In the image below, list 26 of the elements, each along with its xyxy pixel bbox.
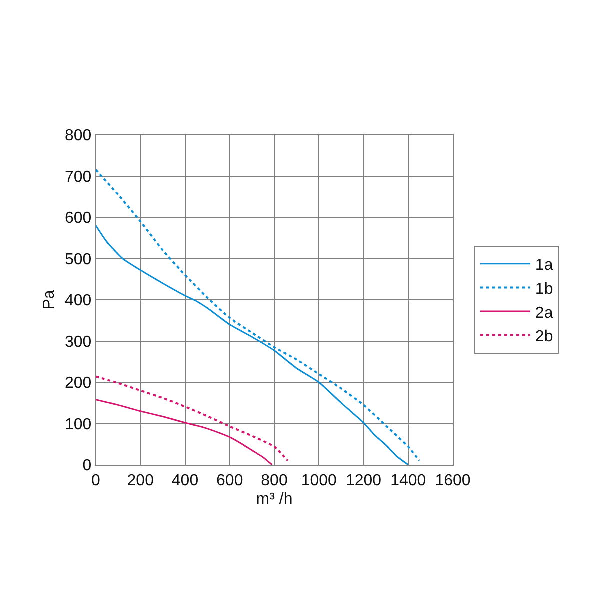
x-tick-label: 1400 <box>390 472 426 490</box>
y-tick-label: 0 <box>82 458 92 475</box>
x-tick-label: 1200 <box>346 472 382 490</box>
x-tick-label: 600 <box>216 472 244 490</box>
x-tick-label: 1600 <box>435 472 471 490</box>
y-tick-label: 800 <box>64 128 92 145</box>
line-series <box>96 169 421 462</box>
y-tick-label: 100 <box>64 416 92 434</box>
y-axis-title: Pa <box>40 290 58 310</box>
legend-label: 1b <box>535 280 554 298</box>
legend-label: 1a <box>535 257 554 274</box>
y-tick-label: 700 <box>64 168 92 186</box>
y-tick-label: 300 <box>64 334 92 351</box>
y-tick-label: 200 <box>64 375 92 392</box>
line-series <box>96 376 289 462</box>
y-tick-label: 400 <box>64 292 92 310</box>
legend-label: 2b <box>535 328 554 346</box>
line-series <box>96 399 274 465</box>
x-axis-title: m³ /h <box>256 491 293 508</box>
x-tick-label: 800 <box>261 472 288 490</box>
x-tick-label: 1000 <box>301 472 338 490</box>
x-tick-label: 200 <box>127 472 154 490</box>
y-tick-label: 600 <box>64 210 92 228</box>
x-tick-label: 400 <box>172 472 199 490</box>
legend-label: 2a <box>535 304 554 322</box>
y-tick-label: 500 <box>64 251 92 268</box>
